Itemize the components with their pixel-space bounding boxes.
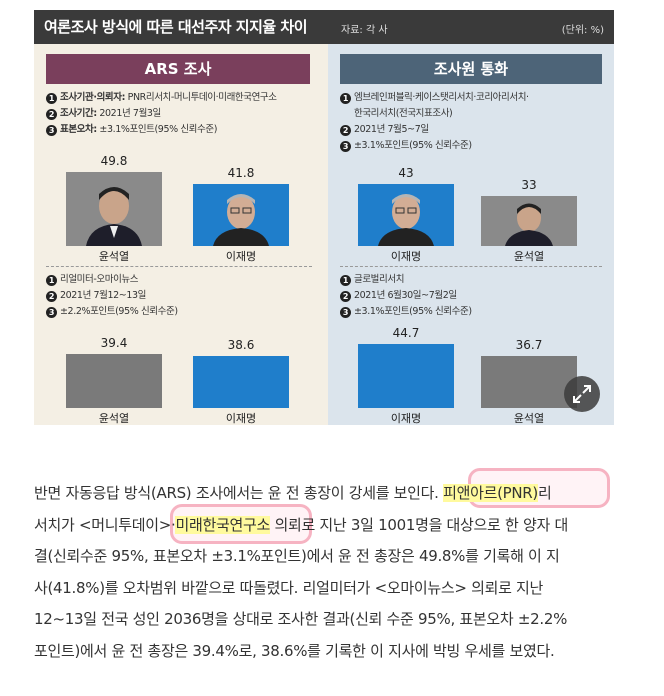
ars-s2-value-lee: 38.6 — [227, 338, 255, 352]
phone-s1-cand-lee: 이재명 — [390, 250, 422, 263]
step-1-icon: 1 — [340, 275, 351, 286]
article-body: 반면 자동응답 방식(ARS) 조사에서는 윤 전 총장이 강세를 보인다. 피… — [34, 478, 614, 667]
ars-s2-line3: ±2.2%포인트(95% 신뢰수준) — [60, 306, 178, 317]
article-line-2: 서치가 <머니투데이>·미래한국연구소 의뢰로 지난 3일 1001명을 대상으… — [34, 510, 614, 542]
ars-panel: ARS 조사 1 조사기관·의뢰자: PNR리서치-머니투데이·미래한국연구소 2… — [34, 44, 324, 425]
ars-s2-bar-lee — [193, 356, 289, 408]
ars-s2-value-yoon: 39.4 — [100, 336, 128, 350]
ars-panel-header: ARS 조사 — [46, 54, 310, 84]
phone-s2-cand-yoon: 윤석열 — [513, 412, 545, 425]
poll-infographic: 여론조사 방식에 따른 대선주자 지지율 차이 자료: 각 사 (단위: %) … — [34, 10, 614, 425]
ars-s1-line2-value: 2021년 7월3일 — [99, 108, 161, 119]
step-2-icon: 2 — [46, 291, 57, 302]
step-1-icon: 1 — [340, 93, 351, 104]
phone-s2-cand-lee: 이재명 — [390, 412, 422, 425]
yoon-photo-icon — [66, 172, 162, 246]
ars-s1-value-lee: 41.8 — [227, 166, 255, 180]
article-text: 서치가 <머니투데이>· — [34, 515, 176, 534]
expand-arrows-icon[interactable] — [564, 376, 600, 412]
phone-s2-value-yoon: 36.7 — [515, 338, 543, 352]
step-3-icon: 3 — [46, 125, 57, 136]
ars-divider — [46, 266, 312, 268]
lee-photo-icon — [358, 184, 454, 246]
ars-s1-cand-lee: 이재명 — [225, 250, 257, 263]
article-line-4: 사(41.8%)를 오차범위 바깥으로 따돌렸다. 리얼미터가 <오마이뉴스> … — [34, 578, 544, 597]
infographic-source: 자료: 각 사 — [341, 25, 388, 36]
phone-s1-bar-yoon — [481, 196, 577, 246]
phone-s1-bar-lee — [358, 184, 454, 246]
phone-divider — [340, 266, 602, 268]
step-3-icon: 3 — [46, 307, 57, 318]
ars-s1-line1-label: 조사기관·의뢰자: — [60, 92, 125, 103]
phone-survey2-info: 1 글로벌리서치 2 2021년 6월30일~7월2일 3 ±3.1%포인트(95% … — [340, 272, 472, 320]
article-text: 리 — [538, 484, 552, 502]
phone-s1-value-yoon: 33 — [521, 178, 537, 192]
ars-s2-cand-lee: 이재명 — [225, 412, 257, 425]
phone-s1-value-lee: 43 — [398, 166, 414, 180]
ars-s1-value-yoon: 49.8 — [100, 154, 128, 168]
phone-s1-line3: ±3.1%포인트(95% 신뢰수준) — [354, 140, 472, 151]
article-line-5: 12~13일 전국 성인 2036명을 상대로 조사한 결과(신뢰 수준 95%… — [34, 610, 568, 628]
phone-s2-bar-yoon — [481, 356, 577, 408]
infographic-title-bar: 여론조사 방식에 따른 대선주자 지지율 차이 자료: 각 사 (단위: %) — [34, 10, 614, 44]
ars-s1-line3-value: ±3.1%포인트(95% 신뢰수준) — [99, 124, 218, 135]
ars-s2-bar-yoon — [66, 354, 162, 408]
infographic-unit: (단위: %) — [561, 25, 604, 36]
article-text: 반면 자동응답 방식(ARS) 조사에서는 윤 전 총장이 강세를 보인다. — [34, 484, 444, 502]
ars-s2-line2: 2021년 7월12~13일 — [60, 290, 146, 301]
phone-s1-line1b: 한국리서치(전국지표조사) — [354, 108, 453, 119]
phone-s1-line1a: 엠브레인퍼블릭·케이스탯리서치·코리아리서치· — [354, 92, 529, 103]
ars-s1-line3-label: 표본오차: — [60, 124, 97, 135]
step-1-icon: 1 — [46, 275, 57, 286]
highlight-institute[interactable]: 미래한국연구소 — [175, 515, 270, 534]
step-3-icon: 3 — [340, 307, 351, 318]
ars-s1-line1-value: PNR리서치-머니투데이·미래한국연구소 — [127, 92, 277, 103]
ars-s1-cand-yoon: 윤석열 — [98, 250, 130, 263]
highlight-pnr[interactable]: 피앤아르(PNR) — [443, 484, 538, 502]
ars-s2-line1: 리얼미터-오마이뉴스 — [60, 274, 139, 285]
ars-s1-bar-yoon — [66, 172, 162, 246]
ars-s1-line2-label: 조사기간: — [60, 108, 97, 119]
step-2-icon: 2 — [340, 125, 351, 136]
phone-s2-bar-lee — [358, 344, 454, 408]
phone-s2-line3: ±3.1%포인트(95% 신뢰수준) — [354, 306, 472, 317]
infographic-title: 여론조사 방식에 따른 대선주자 지지율 차이 — [44, 18, 308, 36]
phone-panel: 조사원 통화 1 엠브레인퍼블릭·케이스탯리서치·코리아리서치· 한국리서치(전국… — [328, 44, 614, 425]
phone-s1-cand-yoon: 윤석열 — [513, 250, 545, 263]
article-line-1: 반면 자동응답 방식(ARS) 조사에서는 윤 전 총장이 강세를 보인다. 피… — [34, 478, 614, 510]
phone-s2-value-lee: 44.7 — [392, 326, 420, 340]
phone-s2-line1: 글로벌리서치 — [354, 274, 405, 285]
phone-s2-line2: 2021년 6월30일~7월2일 — [354, 290, 457, 301]
ars-s2-cand-yoon: 윤석열 — [98, 412, 130, 425]
ars-s1-bar-lee — [193, 184, 289, 246]
phone-s1-line2: 2021년 7월5~7일 — [354, 124, 429, 135]
article-text: 의뢰로 지난 3일 1001명을 대상으로 한 양자 대 — [270, 515, 568, 534]
phone-panel-header: 조사원 통화 — [340, 54, 602, 84]
phone-survey1-info: 1 엠브레인퍼블릭·케이스탯리서치·코리아리서치· 한국리서치(전국지표조사) 2… — [340, 90, 529, 154]
yoon-photo-icon — [481, 196, 577, 246]
step-2-icon: 2 — [46, 109, 57, 120]
step-2-icon: 2 — [340, 291, 351, 302]
lee-photo-icon — [193, 184, 289, 246]
step-1-icon: 1 — [46, 93, 57, 104]
step-3-icon: 3 — [340, 141, 351, 152]
article-line-6: 포인트)에서 윤 전 총장은 39.4%로, 38.6%를 기록한 이 지사에 … — [34, 641, 555, 660]
ars-survey2-info: 1 리얼미터-오마이뉴스 2 2021년 7월12~13일 3 ±2.2%포인트(95… — [46, 272, 178, 320]
article-line-3: 결(신뢰수준 95%, 표본오차 ±3.1%포인트)에서 윤 전 총장은 49.… — [34, 547, 560, 565]
ars-survey1-info: 1 조사기관·의뢰자: PNR리서치-머니투데이·미래한국연구소 2 조사기간: 2… — [46, 90, 277, 138]
